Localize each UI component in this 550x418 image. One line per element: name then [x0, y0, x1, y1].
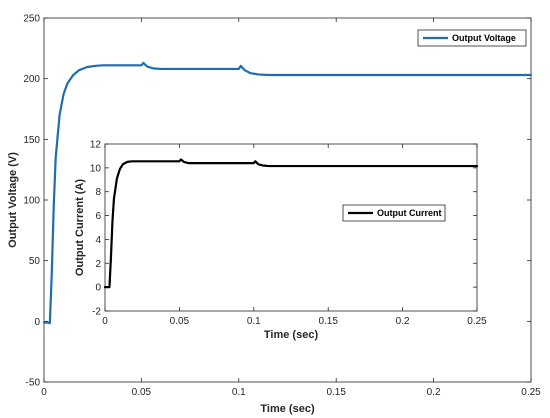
inset-y-axis-label: Output Current (A) [74, 179, 86, 276]
main-legend-label: Output Voltage [452, 33, 516, 43]
inset-y-tick-label: 4 [95, 235, 101, 246]
inset-y-tick-label: -2 [92, 307, 101, 318]
main-y-tick-label: 0 [34, 317, 40, 328]
inset-axes-box [104, 143, 478, 312]
inset-y-tick-label: 2 [95, 259, 101, 270]
inset-x-tick-label: 0.15 [318, 316, 338, 327]
main-x-tick-label: 0.15 [326, 387, 346, 398]
main-x-tick-label: 0.2 [427, 387, 441, 398]
main-y-tick-label: 200 [23, 74, 40, 85]
main-y-tick-label: 50 [29, 256, 41, 267]
inset-x-tick-label: 0.05 [170, 316, 190, 327]
main-x-tick-label: 0 [41, 387, 47, 398]
inset-x-axis-label: Time (sec) [264, 329, 319, 341]
main-y-tick-label: 250 [23, 14, 40, 25]
inset-y-tick-label: 0 [95, 283, 101, 294]
inset-y-tick-label: 6 [95, 211, 101, 222]
main-series-line [42, 61, 533, 325]
main-x-tick-label: 0.05 [132, 387, 152, 398]
inset-y-tick-label: 12 [90, 140, 102, 151]
inset-x-tick-label: 0.2 [396, 316, 410, 327]
inset-y-tick-label: 8 [95, 187, 101, 198]
inset-x-tick-label: 0.25 [467, 316, 487, 327]
main-y-axis-label: Output Voltage (V) [7, 152, 19, 248]
inset-legend-box [342, 204, 446, 222]
main-x-tick-label: 0.25 [521, 387, 541, 398]
main-y-tick-label: 150 [23, 135, 40, 146]
main-y-tick-label: -50 [26, 378, 41, 389]
inset-legend-label: Output Current [377, 208, 442, 218]
main-x-axis-label: Time (sec) [260, 403, 315, 415]
inset-x-tick-label: 0 [102, 316, 108, 327]
main-y-tick-label: 100 [23, 196, 40, 207]
main-x-tick-label: 0.1 [232, 387, 246, 398]
inset-series-line [103, 158, 479, 289]
inset-x-tick-label: 0.1 [247, 316, 261, 327]
inset-y-tick-label: 10 [90, 163, 102, 174]
main-legend-box [417, 29, 527, 47]
